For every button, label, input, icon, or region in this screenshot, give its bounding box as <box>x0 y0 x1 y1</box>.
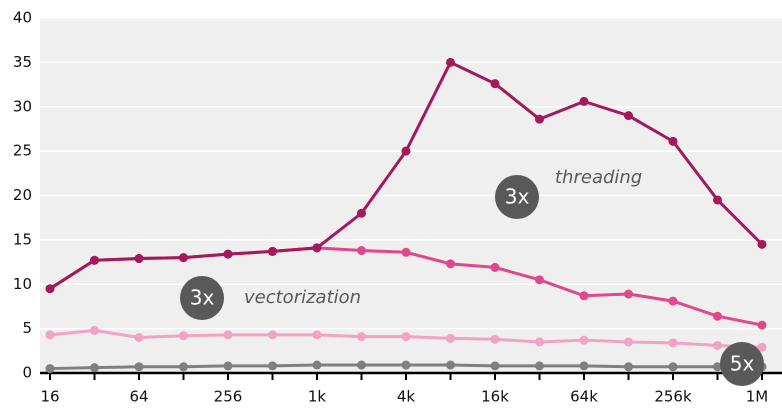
point <box>134 333 144 342</box>
point <box>401 360 411 370</box>
point <box>357 208 366 218</box>
point <box>357 246 366 256</box>
y-tick-label: 15 <box>13 230 32 248</box>
point <box>624 289 633 299</box>
point <box>579 96 589 106</box>
point <box>490 334 500 344</box>
point <box>90 255 99 265</box>
point <box>45 330 55 340</box>
point <box>179 331 188 341</box>
point <box>713 311 722 321</box>
point <box>668 362 678 372</box>
y-tick-label: 10 <box>13 275 32 293</box>
x-tick-label: 16k <box>481 388 509 406</box>
point <box>312 330 322 340</box>
annotation: threading <box>555 167 642 188</box>
badge <box>720 342 764 386</box>
point <box>668 338 678 348</box>
point <box>268 330 277 340</box>
point <box>45 284 55 294</box>
point <box>490 79 500 89</box>
point <box>535 114 544 124</box>
point <box>490 361 500 371</box>
point <box>535 361 544 371</box>
point <box>713 340 722 350</box>
y-tick-label: 25 <box>13 142 32 160</box>
badge-text: 3x <box>190 286 215 310</box>
x-tick-label: 4k <box>397 388 416 406</box>
annotation: vectorization <box>244 287 361 308</box>
point <box>757 320 767 330</box>
badge-text: 5x <box>730 352 755 376</box>
x-tick-label: 1M <box>746 388 769 406</box>
y-tick-label: 40 <box>13 9 32 27</box>
x-tick-label: 16 <box>40 388 59 406</box>
point <box>624 362 633 372</box>
point <box>179 253 188 263</box>
x-tick-label: 1k <box>308 388 327 406</box>
point <box>535 337 544 347</box>
point <box>134 362 144 372</box>
point <box>357 332 366 342</box>
y-tick-label: 5 <box>22 319 32 337</box>
point <box>579 291 589 301</box>
point <box>446 360 455 370</box>
point <box>713 195 722 205</box>
badge-text: 3x <box>505 185 530 209</box>
point <box>357 360 366 370</box>
point <box>223 330 233 340</box>
x-tick-label: 64k <box>570 388 598 406</box>
point <box>624 337 633 347</box>
point <box>45 364 55 374</box>
point <box>223 249 233 259</box>
point <box>535 275 544 285</box>
point <box>401 146 411 156</box>
point <box>579 335 589 345</box>
x-tick-label: 256 <box>214 388 243 406</box>
y-tick-label: 20 <box>13 186 32 204</box>
point <box>446 259 455 269</box>
point <box>268 246 277 256</box>
point <box>223 361 233 371</box>
point <box>312 360 322 370</box>
y-tick-label: 0 <box>22 364 32 382</box>
point <box>757 239 767 249</box>
point <box>668 136 678 146</box>
point <box>312 243 322 253</box>
point <box>401 332 411 342</box>
y-tick-label: 30 <box>13 97 32 115</box>
point <box>134 254 144 264</box>
x-tick-label: 64 <box>129 388 148 406</box>
point <box>401 247 411 257</box>
point <box>90 363 99 373</box>
y-tick-label: 35 <box>13 53 32 71</box>
point <box>179 362 188 372</box>
point <box>757 342 767 352</box>
point <box>713 362 722 372</box>
x-tick-label: 256k <box>654 388 692 406</box>
badge <box>495 175 539 219</box>
point <box>446 57 455 67</box>
point <box>90 325 99 335</box>
point <box>490 262 500 272</box>
point <box>579 361 589 371</box>
point <box>624 111 633 121</box>
badge <box>180 276 224 320</box>
point <box>268 361 277 371</box>
point <box>668 296 678 306</box>
point <box>446 333 455 343</box>
